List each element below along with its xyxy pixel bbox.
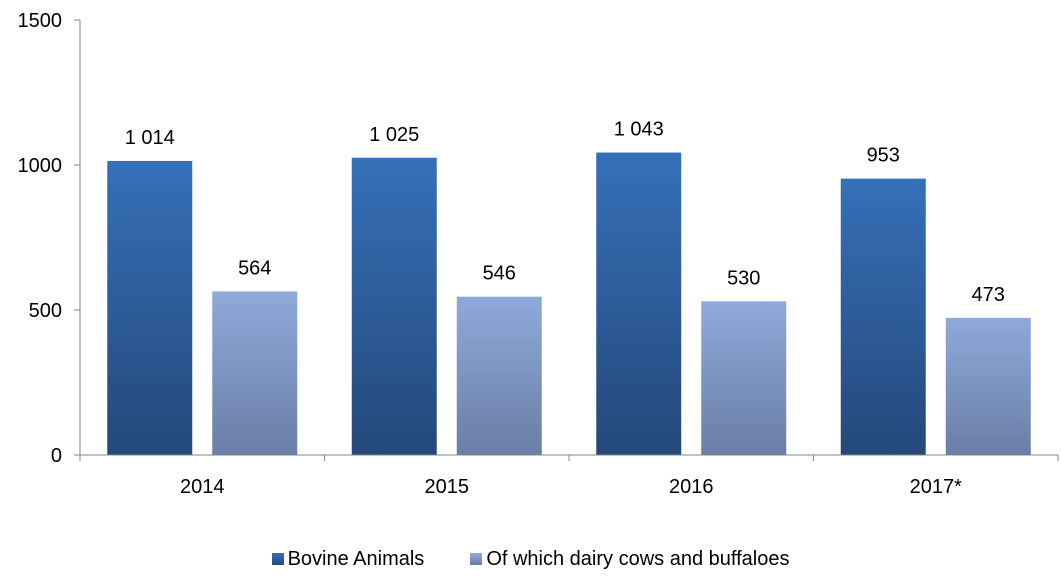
bars: 1 014 564 1 025 546 1 043 530 953 473 [107,119,1031,455]
y-tick-label: 1000 [18,155,63,177]
data-label: 1 043 [614,119,664,141]
legend: Bovine Animals Of which dairy cows and b… [0,547,1061,571]
data-label: 546 [483,263,516,285]
legend-label-dairy: Of which dairy cows and buffaloes [486,547,790,570]
legend-item-bovine: Bovine Animals [271,547,425,571]
data-label: 953 [867,145,900,167]
bar-dairy [456,296,542,455]
data-label: 530 [727,267,760,289]
data-label: 1 025 [369,124,419,146]
bar-bovine [107,160,193,455]
y-tick-label: 500 [29,300,62,322]
legend-swatch-bovine [271,553,284,565]
bar-bovine [840,178,926,455]
legend-item-dairy: Of which dairy cows and buffaloes [470,548,789,571]
bar-dairy [212,291,298,455]
y-tick-label: 1500 [18,10,63,32]
legend-swatch-dairy [470,553,483,565]
x-category-label: 2014 [180,476,225,498]
y-tick-label: 0 [51,445,62,467]
y-axis: 0 500 1000 1500 [18,10,81,467]
bar-bovine [351,157,437,455]
bar-dairy [701,301,787,455]
data-label: 473 [972,284,1005,306]
bar-bovine [596,152,682,455]
x-axis: 2014 2015 2016 2017* [79,454,1059,498]
x-category-label: 2017* [910,476,962,498]
data-label: 1 014 [125,127,175,149]
x-category-label: 2016 [669,476,714,498]
bar-chart: 0 500 1000 1500 1 014 564 1 025 546 1 043 530 953… [18,10,1059,498]
data-label: 564 [238,257,271,279]
legend-label-bovine: Bovine Animals [287,547,425,570]
x-category-label: 2015 [425,476,470,498]
bar-dairy [945,317,1031,455]
